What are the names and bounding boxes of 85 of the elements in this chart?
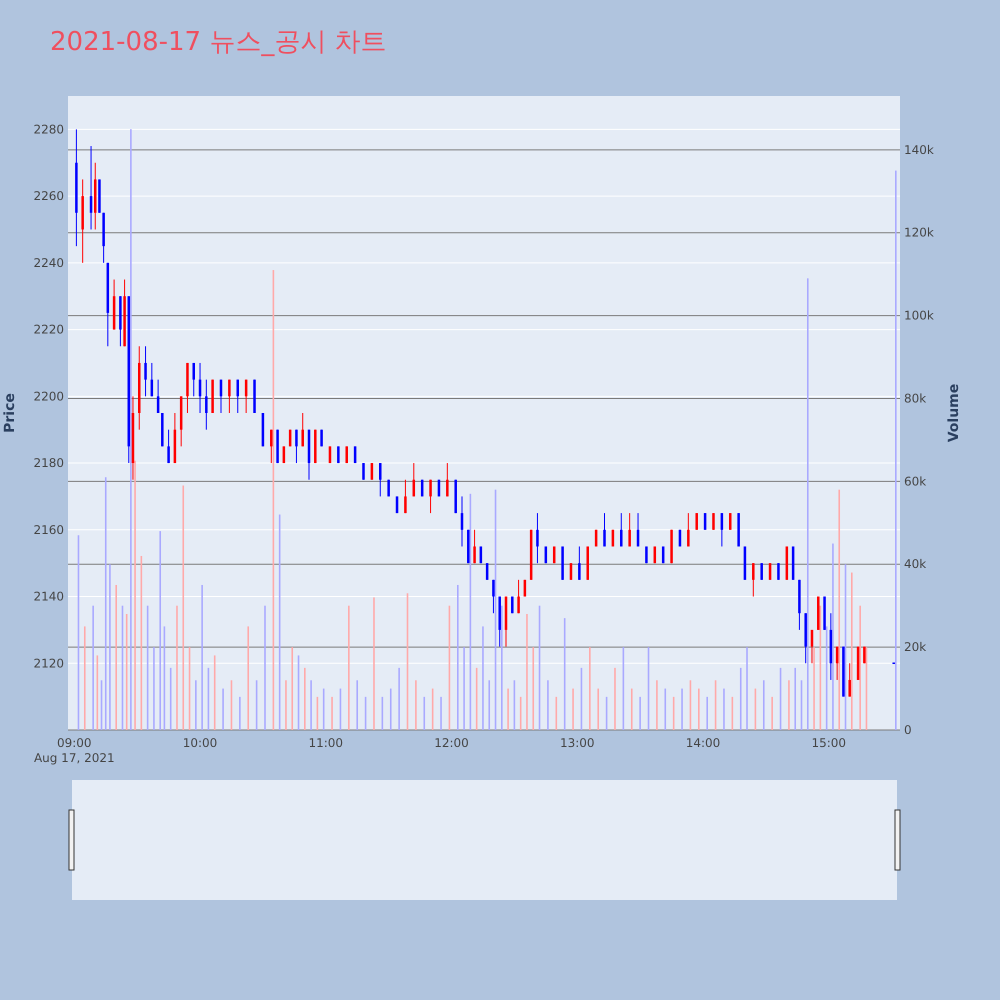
candlestick <box>460 496 464 547</box>
candlestick <box>517 579 520 614</box>
y-tick-label: 2200 <box>33 389 64 404</box>
candlestick <box>704 512 706 530</box>
candlestick <box>446 462 449 497</box>
candlestick <box>198 362 202 414</box>
candlestick <box>90 146 92 230</box>
y-tick-label: 2180 <box>33 456 64 470</box>
y-tick-label: 2220 <box>33 322 64 337</box>
candlestick <box>156 379 160 414</box>
candlestick <box>438 479 440 497</box>
candlestick <box>848 662 851 698</box>
candlestick <box>228 379 231 414</box>
candlestick <box>760 562 763 580</box>
candlestick <box>511 596 514 614</box>
candlestick <box>768 562 772 580</box>
y2-tick-label: 120k <box>904 226 934 240</box>
candlestick <box>687 512 690 547</box>
candlestick <box>863 646 866 664</box>
y-tick-label: 2160 <box>33 522 64 537</box>
candlestick <box>628 512 631 547</box>
candlestick <box>387 479 390 497</box>
candlestick <box>220 379 222 414</box>
candlestick <box>192 362 195 397</box>
candlestick <box>301 412 304 447</box>
candlestick <box>728 512 732 530</box>
candlestick <box>295 429 298 464</box>
candlestick <box>270 429 273 464</box>
y-tick-label: 2280 <box>33 122 64 136</box>
candlestick <box>244 379 248 414</box>
y2-axis-title: Volume <box>946 384 962 442</box>
candlestick <box>695 512 698 530</box>
candlestick <box>810 629 814 664</box>
candlestick <box>578 546 581 580</box>
candlestick <box>536 512 539 564</box>
y2-tick-label: 140k <box>904 142 934 157</box>
candlestick <box>777 562 780 580</box>
y2-tick-label: 20k <box>904 640 926 654</box>
text: Aug 17, 2021 <box>34 751 115 765</box>
y2-tick-label: 60k <box>904 474 926 488</box>
candlestick <box>570 562 572 580</box>
candlestick <box>594 529 598 547</box>
y2-tick-label: 40k <box>904 557 926 572</box>
candlestick <box>412 462 416 497</box>
candlestick <box>236 379 240 414</box>
candlestick <box>620 512 623 547</box>
y-axis-title: Price <box>2 393 18 433</box>
x-tick-label: 14:00 <box>686 736 720 750</box>
candlestick <box>603 512 606 547</box>
y2-tick-label: 0 <box>904 723 912 737</box>
y-tick-label: 2140 <box>33 590 64 604</box>
candlestick <box>288 429 292 447</box>
candlestick <box>836 646 838 680</box>
candlestick <box>636 512 640 547</box>
y-tick-label: 2120 <box>33 656 64 670</box>
y-tick-label: 2240 <box>33 256 64 270</box>
y-tick-label: 2260 <box>33 189 64 204</box>
candlestick <box>370 462 374 480</box>
candlestick <box>486 562 488 580</box>
x-tick-label: 12:00 <box>434 736 469 750</box>
candlestick <box>678 529 682 547</box>
candlestick <box>612 529 614 547</box>
candlestick <box>379 462 382 497</box>
candlestick <box>150 362 154 397</box>
candlestick <box>492 579 495 614</box>
candlestick <box>720 512 724 547</box>
candlestick <box>144 346 147 397</box>
candlestick <box>420 479 424 497</box>
x-tick-label: 15:00 <box>811 736 846 750</box>
x-tick-label: 10:00 <box>182 736 218 750</box>
x-tick-label: 13:00 <box>560 736 595 750</box>
candlestick <box>429 479 432 514</box>
y2-tick-label: 80k <box>904 391 926 406</box>
candlestick <box>752 562 755 598</box>
candlestick <box>712 512 715 530</box>
candlestick <box>320 429 323 447</box>
candlestick <box>167 429 170 464</box>
x-tick-label: 09:00 <box>56 736 92 750</box>
x-tick-label: 11:00 <box>308 736 344 750</box>
y2-tick-label: 100k <box>904 308 934 323</box>
candlestick <box>404 479 407 514</box>
candlestick <box>362 462 365 480</box>
chart-title: 2021-08-17 뉴스_공시 차트 <box>50 27 387 57</box>
candlestick <box>205 379 208 430</box>
candlestick <box>473 529 476 564</box>
